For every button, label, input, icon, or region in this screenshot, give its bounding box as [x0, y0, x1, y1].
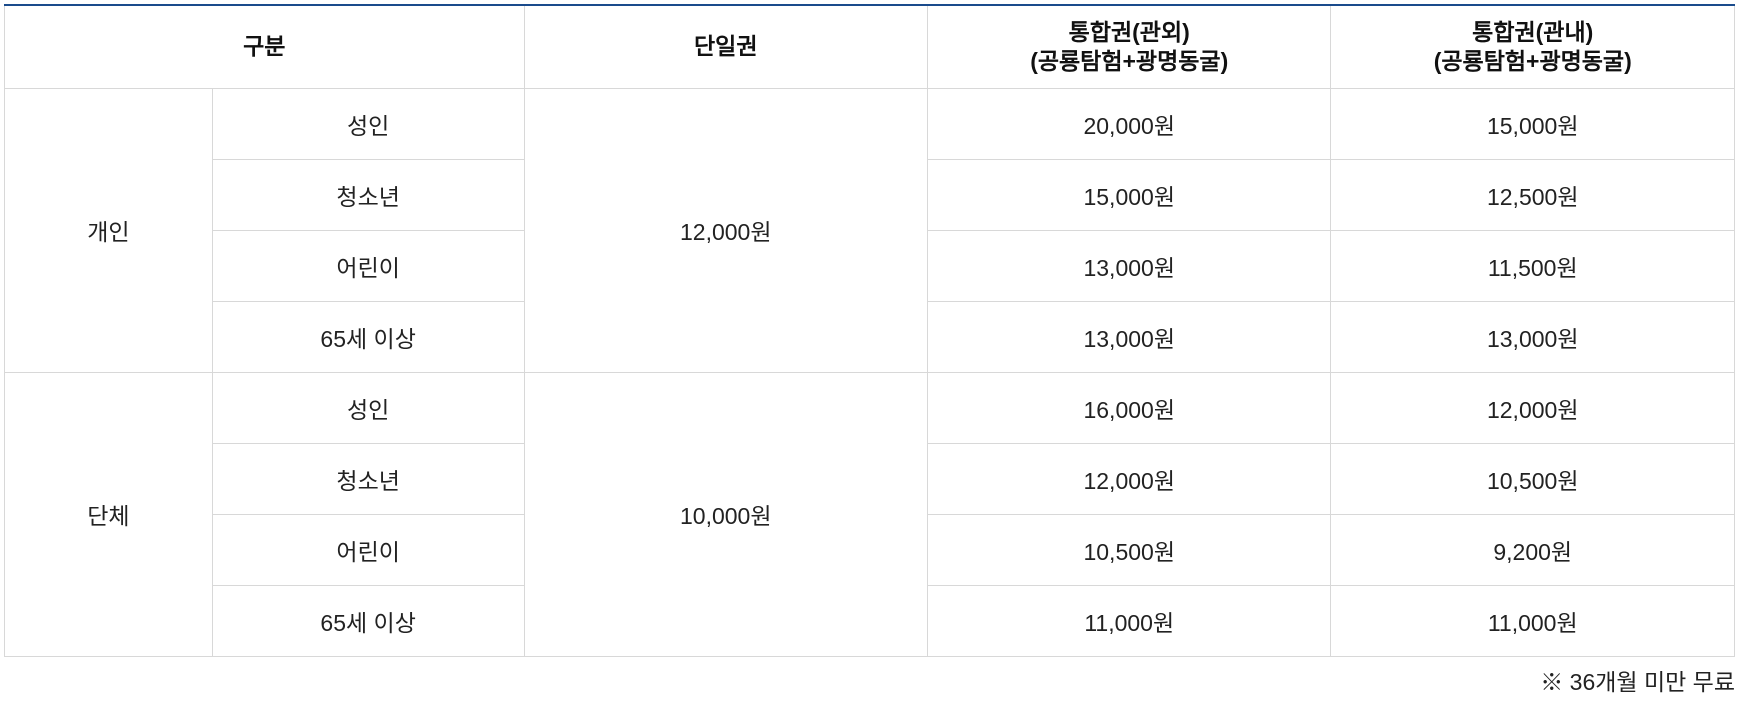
row-label: 청소년 — [212, 159, 524, 230]
table-header-row: 구분 단일권 통합권(관외) (공룡탐험+광명동굴) 통합권(관내) (공룡탐험… — [5, 5, 1735, 88]
cell-out: 16,000원 — [927, 372, 1330, 443]
cell-in: 11,000원 — [1331, 585, 1735, 656]
header-combo-out-line2: (공룡탐험+광명동굴) — [936, 47, 1322, 76]
row-label: 어린이 — [212, 514, 524, 585]
footnote: ※ 36개월 미만 무료 — [4, 657, 1735, 697]
row-label: 성인 — [212, 88, 524, 159]
row-label: 65세 이상 — [212, 585, 524, 656]
cell-single-individual: 12,000원 — [524, 88, 927, 372]
cell-in: 10,500원 — [1331, 443, 1735, 514]
pricing-table: 구분 단일권 통합권(관외) (공룡탐험+광명동굴) 통합권(관내) (공룡탐험… — [4, 4, 1735, 657]
header-category: 구분 — [5, 5, 525, 88]
cell-out: 13,000원 — [927, 230, 1330, 301]
pricing-table-wrap: 구분 단일권 통합권(관외) (공룡탐험+광명동굴) 통합권(관내) (공룡탐험… — [4, 4, 1735, 697]
cell-out: 12,000원 — [927, 443, 1330, 514]
header-combo-out-line1: 통합권(관외) — [936, 18, 1322, 47]
cell-in: 12,500원 — [1331, 159, 1735, 230]
cell-in: 13,000원 — [1331, 301, 1735, 372]
cell-out: 20,000원 — [927, 88, 1330, 159]
header-combo-in-line2: (공룡탐험+광명동굴) — [1339, 47, 1726, 76]
table-row: 개인 성인 12,000원 20,000원 15,000원 — [5, 88, 1735, 159]
header-single: 단일권 — [524, 5, 927, 88]
header-combo-out: 통합권(관외) (공룡탐험+광명동굴) — [927, 5, 1330, 88]
row-label: 어린이 — [212, 230, 524, 301]
cell-single-group: 10,000원 — [524, 372, 927, 656]
cell-in: 12,000원 — [1331, 372, 1735, 443]
table-row: 단체 성인 10,000원 16,000원 12,000원 — [5, 372, 1735, 443]
cell-out: 13,000원 — [927, 301, 1330, 372]
group-label-group: 단체 — [5, 372, 213, 656]
cell-out: 15,000원 — [927, 159, 1330, 230]
group-label-individual: 개인 — [5, 88, 213, 372]
cell-in: 9,200원 — [1331, 514, 1735, 585]
cell-in: 15,000원 — [1331, 88, 1735, 159]
row-label: 성인 — [212, 372, 524, 443]
cell-in: 11,500원 — [1331, 230, 1735, 301]
cell-out: 10,500원 — [927, 514, 1330, 585]
cell-out: 11,000원 — [927, 585, 1330, 656]
header-combo-in-line1: 통합권(관내) — [1339, 18, 1726, 47]
row-label: 청소년 — [212, 443, 524, 514]
header-combo-in: 통합권(관내) (공룡탐험+광명동굴) — [1331, 5, 1735, 88]
row-label: 65세 이상 — [212, 301, 524, 372]
